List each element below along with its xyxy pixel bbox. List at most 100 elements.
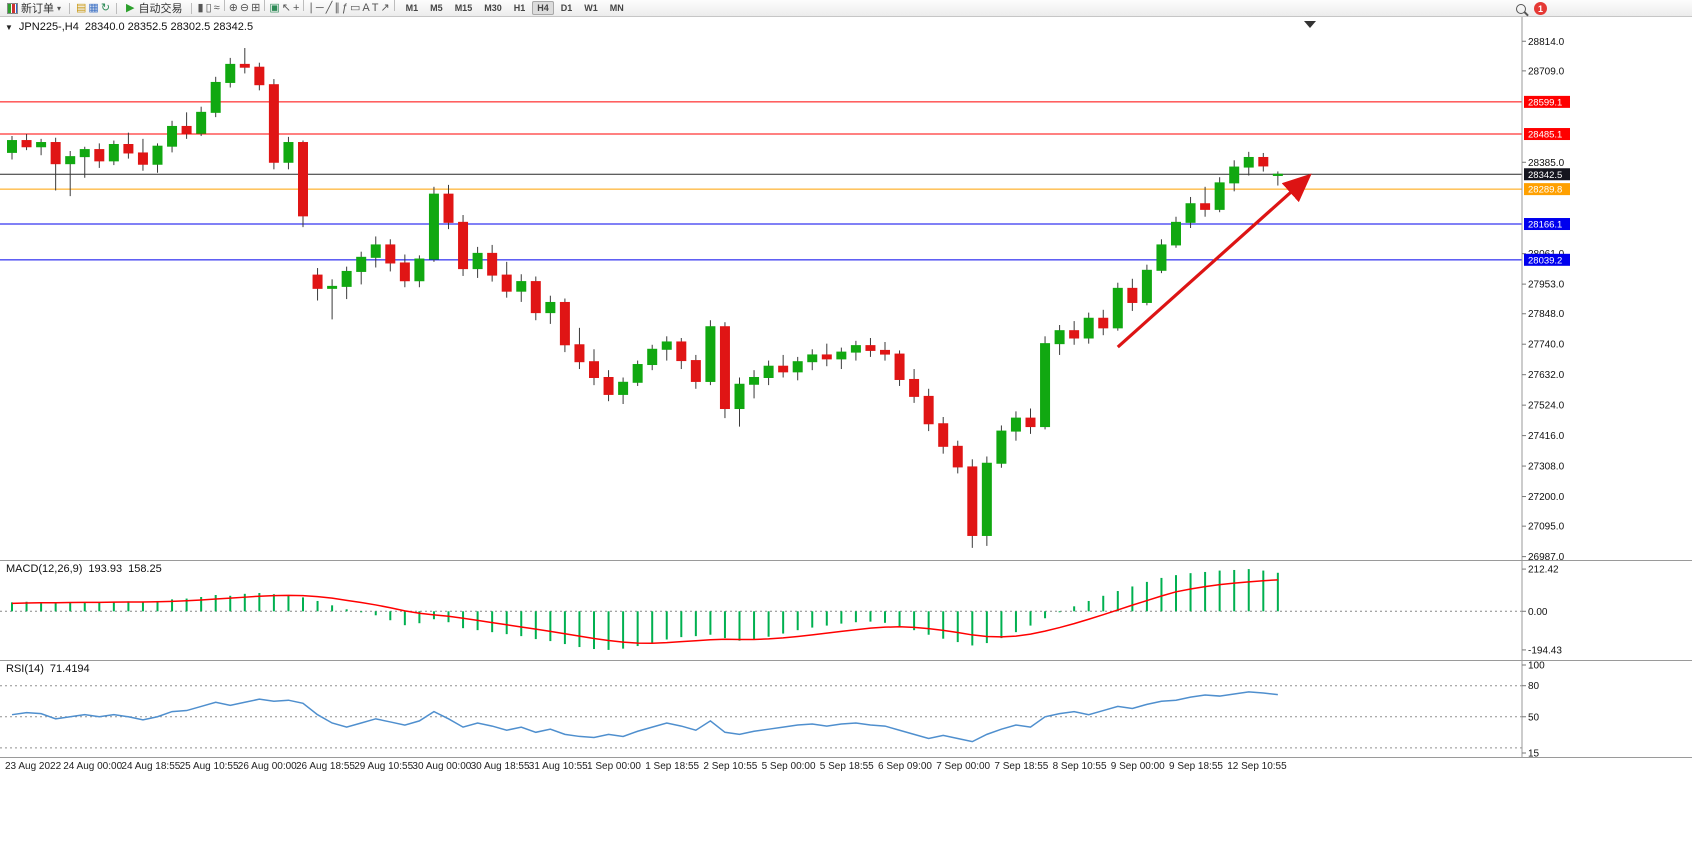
- time-axis-label: 29 Aug 10:55: [354, 761, 414, 772]
- candle-body: [589, 361, 599, 378]
- chevron-down-icon: ▾: [57, 3, 62, 13]
- horizontal-line-icon[interactable]: ─: [315, 2, 324, 14]
- new-order-button[interactable]: 新订单 ▾: [4, 1, 64, 16]
- candle-body: [690, 360, 701, 382]
- candle-body: [952, 445, 963, 468]
- text-icon[interactable]: A: [362, 2, 370, 14]
- time-axis-label: 1 Sep 00:00: [587, 761, 641, 772]
- rsi-chart[interactable]: 100 80 50 15: [0, 661, 1692, 760]
- channel-icon[interactable]: ∥: [334, 2, 340, 14]
- candle-body: [443, 193, 454, 223]
- toolbar-separator: [393, 0, 395, 11]
- arrows-tool-icon[interactable]: ↗: [380, 2, 390, 14]
- indicators-icon[interactable]: ▣: [269, 2, 280, 14]
- macd-signal-line: [11, 579, 1278, 645]
- cursor-icon[interactable]: ↖: [281, 2, 291, 14]
- price-badge-label: 28485.1: [1528, 130, 1562, 141]
- price-chart[interactable]: 28814.028709.028385.028061.027953.027848…: [0, 17, 1692, 560]
- crosshair-icon[interactable]: +: [292, 2, 300, 14]
- price-tick-label: 28385.0: [1528, 158, 1565, 169]
- candle-body: [385, 244, 396, 264]
- candle-body: [428, 193, 439, 260]
- candlestick-chart-icon[interactable]: ▯: [205, 2, 212, 14]
- shapes-icon[interactable]: ▭: [349, 2, 361, 14]
- text-label-icon[interactable]: T: [371, 2, 379, 14]
- candle-body: [458, 221, 469, 270]
- candle-body: [1171, 221, 1181, 246]
- time-axis-label: 24 Aug 18:55: [121, 761, 181, 772]
- market-watch-icon[interactable]: ▤: [76, 1, 87, 14]
- candle-body: [676, 341, 687, 362]
- timeframe-m30-button[interactable]: M30: [484, 3, 502, 13]
- candle-body: [938, 423, 949, 447]
- price-badge: [1524, 168, 1570, 181]
- toolbar-separator: [116, 2, 118, 14]
- timeframe-m1-button[interactable]: M1: [405, 3, 419, 13]
- timeframe-m15-button[interactable]: M15: [454, 3, 473, 13]
- macd-tick-label: 0.00: [1528, 607, 1548, 618]
- zoom-in-icon[interactable]: ⊕: [228, 2, 238, 14]
- strategy-navigator-icon[interactable]: ↻: [100, 1, 111, 14]
- symbol-timeframe-label: JPN225-,H4: [18, 21, 79, 33]
- candle-body: [36, 142, 47, 148]
- candle-body: [137, 152, 148, 165]
- timeframe-mn-button[interactable]: MN: [609, 3, 624, 13]
- candle-body: [283, 142, 294, 163]
- line-chart-icon[interactable]: ≈: [213, 2, 220, 14]
- candle-body: [850, 345, 861, 353]
- candle-body: [792, 361, 803, 373]
- price-tick-label: 27632.0: [1528, 370, 1565, 381]
- rsi-panel[interactable]: RSI(14) 71.4194 100 80 50 15: [0, 660, 1692, 760]
- time-axis-label: 25 Aug 10:55: [179, 761, 239, 772]
- chart-shift-marker[interactable]: [1304, 21, 1316, 28]
- candle-body: [618, 381, 629, 395]
- timeframe-w1-button[interactable]: W1: [584, 3, 598, 13]
- timeframe-h4-button[interactable]: H4: [532, 1, 554, 15]
- candle-body: [778, 365, 789, 373]
- macd-name: MACD(12,26,9): [6, 563, 83, 575]
- timeframe-h1-button[interactable]: H1: [513, 3, 526, 13]
- time-axis-label: 9 Sep 00:00: [1110, 761, 1165, 772]
- time-axis-label: 23 Aug 2022: [5, 761, 62, 772]
- data-window-icon[interactable]: ▦: [88, 1, 99, 14]
- rsi-name: RSI(14): [6, 663, 44, 675]
- bar-chart-icon[interactable]: ▮: [197, 2, 204, 14]
- candle-body: [65, 156, 76, 165]
- candle-body: [909, 378, 920, 397]
- time-axis-label: 5 Sep 00:00: [761, 761, 816, 772]
- candle-body: [821, 354, 832, 360]
- candle-body: [472, 252, 483, 270]
- search-icon[interactable]: [1516, 3, 1526, 14]
- candle-body: [123, 143, 134, 154]
- tile-windows-icon[interactable]: ⊞: [251, 2, 261, 14]
- vertical-line-icon[interactable]: ∣: [308, 2, 314, 14]
- candle-body: [167, 125, 178, 147]
- time-axis-label: 30 Aug 00:00: [412, 761, 472, 772]
- timeframe-d1-button[interactable]: D1: [560, 3, 573, 13]
- notification-badge[interactable]: 1: [1534, 2, 1547, 15]
- candle-body: [603, 376, 614, 395]
- price-tick-label: 27524.0: [1528, 401, 1565, 412]
- candle-body: [501, 274, 512, 292]
- toolbar-separator: [190, 2, 192, 14]
- candle-body: [79, 149, 90, 158]
- trendline-icon[interactable]: ╱: [325, 2, 333, 14]
- candle-body: [196, 111, 207, 134]
- collapse-triangle-icon[interactable]: ▼: [5, 22, 13, 32]
- price-tick-label: 27848.0: [1528, 309, 1565, 320]
- trend-arrow-annotation[interactable]: [1116, 173, 1312, 349]
- rsi-tick-label: 15: [1528, 749, 1540, 758]
- candle-body: [734, 383, 745, 410]
- price-badge-label: 28166.1: [1528, 220, 1562, 231]
- fibonacci-icon[interactable]: ƒ: [341, 2, 348, 14]
- macd-panel[interactable]: MACD(12,26,9) 193.93 158.25 212.42 0.00 -1…: [0, 560, 1692, 660]
- autotrade-button[interactable]: ▶ 自动交易: [122, 1, 185, 16]
- timeframe-m5-button[interactable]: M5: [430, 3, 443, 13]
- macd-chart[interactable]: 212.42 0.00 -194.43: [0, 561, 1692, 660]
- new-order-label: 新订单: [21, 3, 54, 15]
- rsi-label: RSI(14) 71.4194: [6, 663, 90, 675]
- candle-body: [1025, 417, 1036, 428]
- zoom-out-icon[interactable]: ⊖: [239, 2, 250, 14]
- price-badge-label: 28342.5: [1528, 170, 1562, 181]
